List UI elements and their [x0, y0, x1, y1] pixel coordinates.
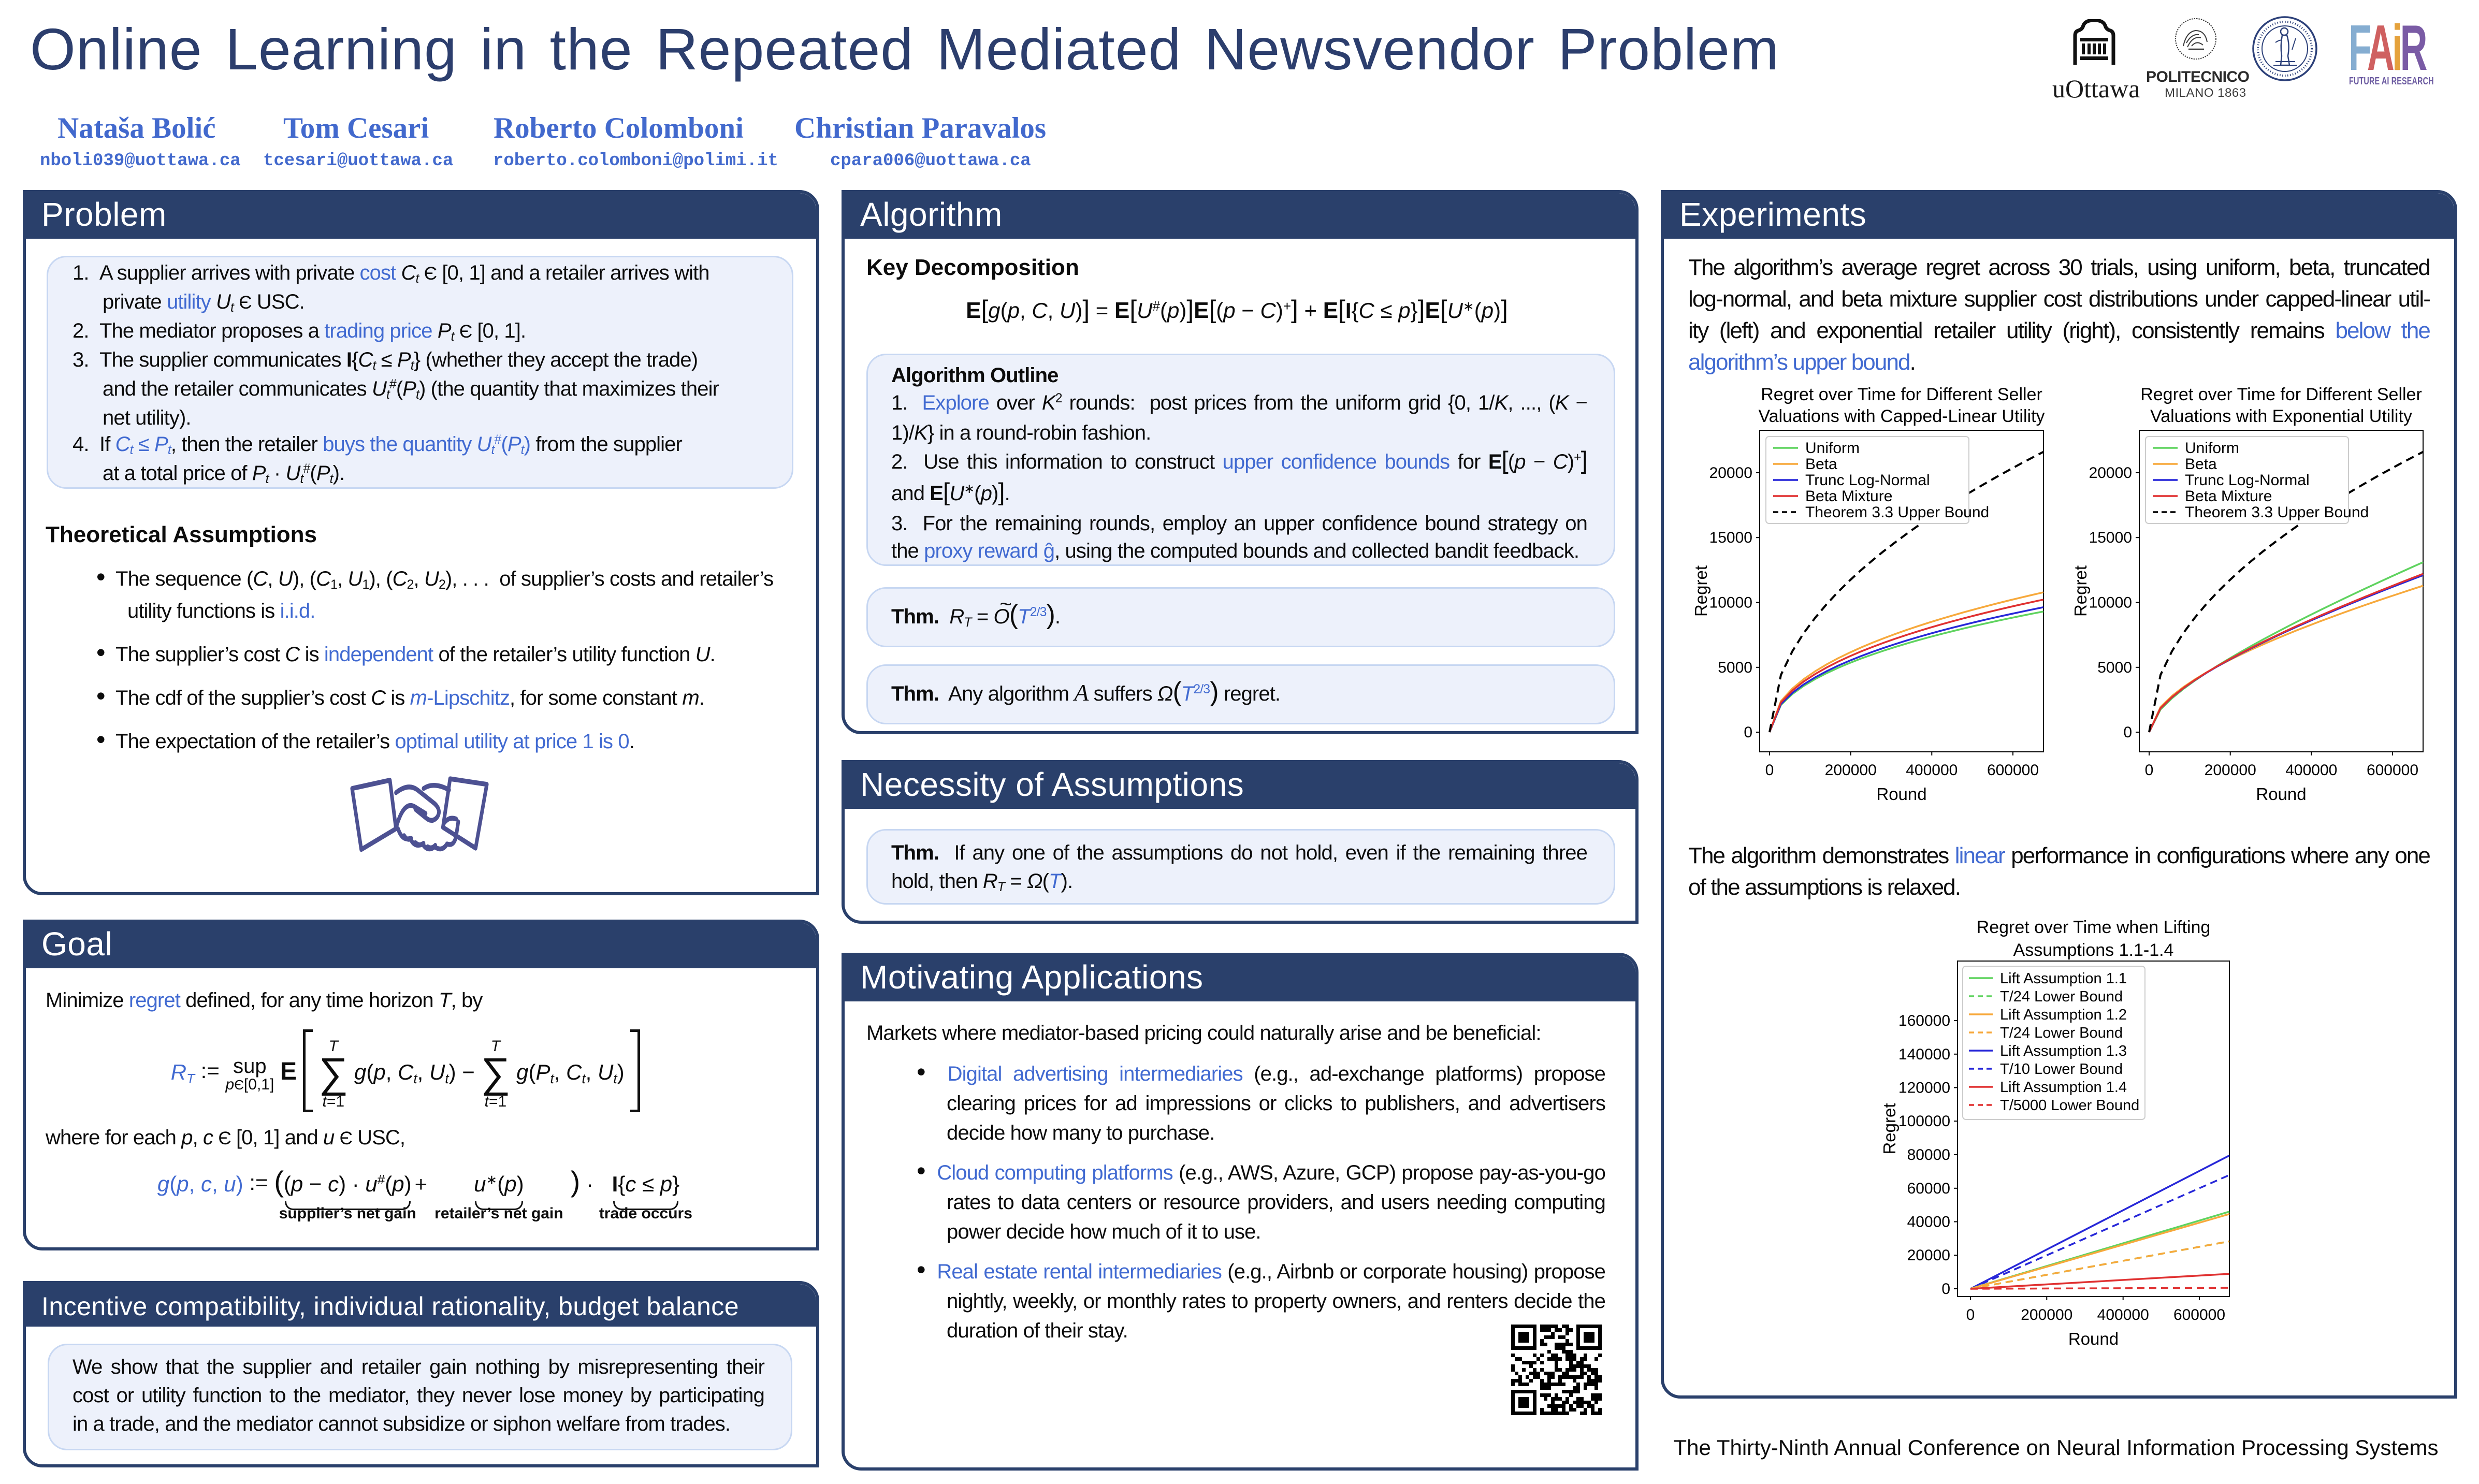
- svg-text:400000: 400000: [2285, 762, 2337, 779]
- svg-text:Theorem 3.3 Upper Bound: Theorem 3.3 Upper Bound: [2185, 504, 2369, 521]
- svg-text:Uniform: Uniform: [1805, 440, 1860, 457]
- svg-text:20000: 20000: [2089, 464, 2132, 482]
- svg-text:5000: 5000: [2097, 659, 2132, 676]
- svg-text:0: 0: [2145, 762, 2154, 779]
- svg-text:15000: 15000: [1709, 529, 1752, 546]
- svg-text:10000: 10000: [1709, 594, 1752, 612]
- svg-text:400000: 400000: [2097, 1306, 2149, 1323]
- svg-text:5000: 5000: [1718, 659, 1752, 676]
- svg-text:Round: Round: [2068, 1329, 2119, 1348]
- svg-text:Regret: Regret: [1880, 1103, 1899, 1154]
- svg-text:Lift Assumption 1.3: Lift Assumption 1.3: [2000, 1043, 2127, 1059]
- svg-text:Regret: Regret: [1691, 565, 1710, 617]
- svg-text:Trunc Log-Normal: Trunc Log-Normal: [2185, 472, 2310, 489]
- svg-text:T/5000 Lower Bound: T/5000 Lower Bound: [2000, 1097, 2139, 1114]
- svg-text:160000: 160000: [1898, 1012, 1950, 1029]
- svg-text:600000: 600000: [2367, 762, 2418, 779]
- svg-text:600000: 600000: [2173, 1306, 2225, 1323]
- svg-text:200000: 200000: [2021, 1306, 2072, 1323]
- svg-text:20000: 20000: [1907, 1247, 1950, 1264]
- svg-text:20000: 20000: [1709, 464, 1752, 482]
- svg-text:600000: 600000: [1987, 762, 2039, 779]
- svg-text:Round: Round: [1876, 784, 1926, 804]
- svg-text:15000: 15000: [2089, 529, 2132, 546]
- svg-text:400000: 400000: [1906, 762, 1958, 779]
- svg-text:0: 0: [2123, 724, 2132, 741]
- svg-text:Lift Assumption 1.2: Lift Assumption 1.2: [2000, 1007, 2127, 1023]
- svg-text:10000: 10000: [2089, 594, 2132, 612]
- svg-text:Valuations with Exponential Ut: Valuations with Exponential Utility: [2150, 406, 2412, 426]
- svg-text:40000: 40000: [1907, 1214, 1950, 1231]
- svg-text:Regret over Time for Different: Regret over Time for Different Seller: [1761, 386, 2042, 404]
- svg-text:0: 0: [1744, 724, 1752, 741]
- svg-text:T/24 Lower Bound: T/24 Lower Bound: [2000, 1025, 2123, 1041]
- svg-text:Valuations with Capped-Linear: Valuations with Capped-Linear Utility: [1758, 406, 2045, 426]
- svg-text:0: 0: [1941, 1281, 1950, 1298]
- svg-text:0: 0: [1765, 762, 1774, 779]
- svg-text:Lift Assumption 1.4: Lift Assumption 1.4: [2000, 1079, 2127, 1096]
- svg-text:T/10 Lower Bound: T/10 Lower Bound: [2000, 1061, 2123, 1078]
- svg-text:200000: 200000: [2205, 762, 2256, 779]
- svg-text:Lift Assumption 1.1: Lift Assumption 1.1: [2000, 970, 2127, 987]
- svg-text:T/24 Lower Bound: T/24 Lower Bound: [2000, 988, 2123, 1005]
- svg-text:Trunc Log-Normal: Trunc Log-Normal: [1805, 472, 1930, 489]
- svg-text:Regret: Regret: [2071, 565, 2090, 617]
- svg-text:120000: 120000: [1898, 1080, 1950, 1097]
- svg-text:Regret over Time for Different: Regret over Time for Different Seller: [2140, 386, 2422, 404]
- svg-text:Uniform: Uniform: [2185, 440, 2239, 457]
- svg-text:140000: 140000: [1898, 1046, 1950, 1063]
- svg-text:Assumptions 1.1-1.4: Assumptions 1.1-1.4: [2013, 940, 2174, 960]
- svg-text:Beta: Beta: [1805, 456, 1837, 473]
- svg-text:Beta: Beta: [2185, 456, 2217, 473]
- svg-text:Regret over Time when Lifting: Regret over Time when Lifting: [1977, 918, 2211, 937]
- svg-text:Beta Mixture: Beta Mixture: [2185, 488, 2272, 505]
- svg-text:200000: 200000: [1825, 762, 1877, 779]
- svg-text:Theorem 3.3 Upper Bound: Theorem 3.3 Upper Bound: [1805, 504, 1989, 521]
- svg-text:Round: Round: [2256, 784, 2306, 804]
- svg-text:100000: 100000: [1898, 1113, 1950, 1130]
- svg-text:60000: 60000: [1907, 1180, 1950, 1197]
- svg-text:80000: 80000: [1907, 1146, 1950, 1163]
- svg-text:0: 0: [1966, 1306, 1975, 1323]
- svg-text:Beta Mixture: Beta Mixture: [1805, 488, 1892, 505]
